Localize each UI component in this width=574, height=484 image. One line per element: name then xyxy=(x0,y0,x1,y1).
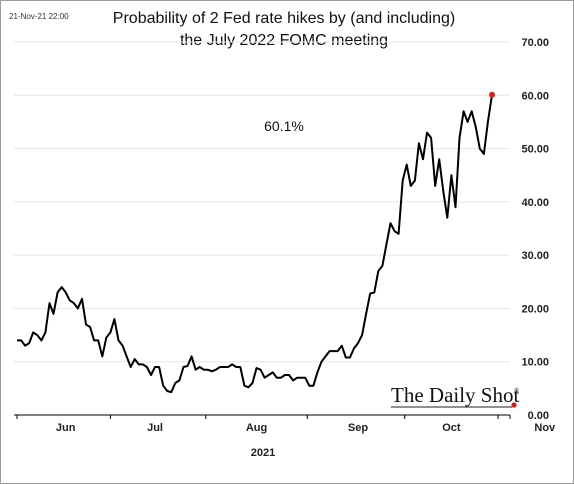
value-annotation: 60.1% xyxy=(264,118,304,134)
brand-name: The Daily Shot xyxy=(391,383,519,407)
zero-marker xyxy=(511,402,517,408)
y-tick-label: 10.00 xyxy=(521,357,549,369)
chart-subtitle: the July 2022 FOMC meeting xyxy=(180,32,388,49)
x-tick-label: Sep xyxy=(348,422,368,434)
x-tick-label: Jul xyxy=(147,422,163,434)
gridlines xyxy=(14,41,510,363)
x-axis-label: 2021 xyxy=(251,447,275,459)
brand-watermark: The Daily Shot ® xyxy=(391,383,520,408)
x-axis: Jun Jul Aug Sep Oct Nov xyxy=(16,415,556,434)
y-tick-label: 60.00 xyxy=(521,90,549,102)
y-tick-label: 50.00 xyxy=(521,144,549,156)
last-value-marker xyxy=(489,91,495,98)
x-tick-label: Aug xyxy=(246,422,267,434)
x-tick-label: Oct xyxy=(442,422,461,434)
brand-mark: ® xyxy=(514,387,520,395)
y-tick-label: 40.00 xyxy=(521,197,549,209)
y-axis: 0.00 10.00 20.00 30.00 40.00 50.00 60.00 70.00 xyxy=(521,37,549,422)
y-tick-label: 70.00 xyxy=(521,37,549,49)
x-tick-label: Nov xyxy=(534,422,556,434)
y-tick-label: 0.00 xyxy=(528,410,549,422)
timestamp: 21-Nov-21 22:00 xyxy=(9,12,69,21)
chart-title: Probability of 2 Fed rate hikes by (and … xyxy=(113,10,455,27)
y-tick-label: 30.00 xyxy=(521,250,549,262)
x-tick-label: Jun xyxy=(56,422,76,434)
y-tick-label: 20.00 xyxy=(521,303,549,315)
series-line xyxy=(17,94,493,394)
series-layer xyxy=(17,91,495,394)
